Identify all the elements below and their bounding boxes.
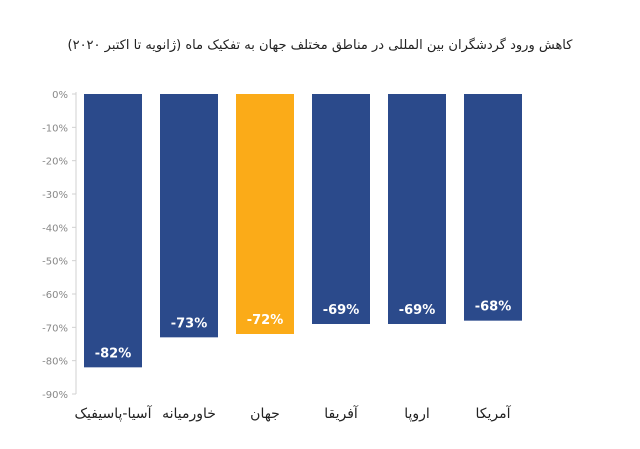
y-tick-label: -90%	[42, 390, 68, 401]
bar	[312, 94, 370, 324]
data-label: -68%	[475, 300, 512, 315]
y-tick-label: -10%	[42, 123, 68, 134]
bar	[160, 94, 218, 338]
data-label: -72%	[247, 313, 284, 328]
category-label: آمریکا	[475, 405, 511, 422]
y-tick-label: -80%	[42, 357, 68, 368]
y-tick-label: -20%	[42, 157, 68, 168]
y-tick-label: -30%	[42, 190, 68, 201]
data-label: -69%	[323, 303, 360, 318]
category-label: اروپا	[404, 406, 430, 422]
category-label: آفریقا	[324, 405, 359, 422]
y-tick-label: 0%	[52, 90, 68, 101]
bar	[388, 94, 446, 324]
data-label: -82%	[95, 346, 132, 361]
y-tick-label: -70%	[42, 323, 68, 334]
data-label: -69%	[399, 303, 436, 318]
y-tick-label: -40%	[42, 223, 68, 234]
bar	[236, 94, 294, 334]
category-label: جهان	[250, 406, 280, 422]
category-label: خاورمیانه	[162, 406, 216, 422]
bar	[464, 94, 522, 321]
y-tick-label: -60%	[42, 290, 68, 301]
y-tick-label: -50%	[42, 257, 68, 268]
chart-title: کاهش ورود گردشگران بین المللی در مناطق م…	[67, 38, 573, 53]
category-label: آسیا-پاسیفیک	[74, 405, 152, 422]
data-label: -73%	[171, 316, 208, 331]
bar	[84, 94, 142, 368]
